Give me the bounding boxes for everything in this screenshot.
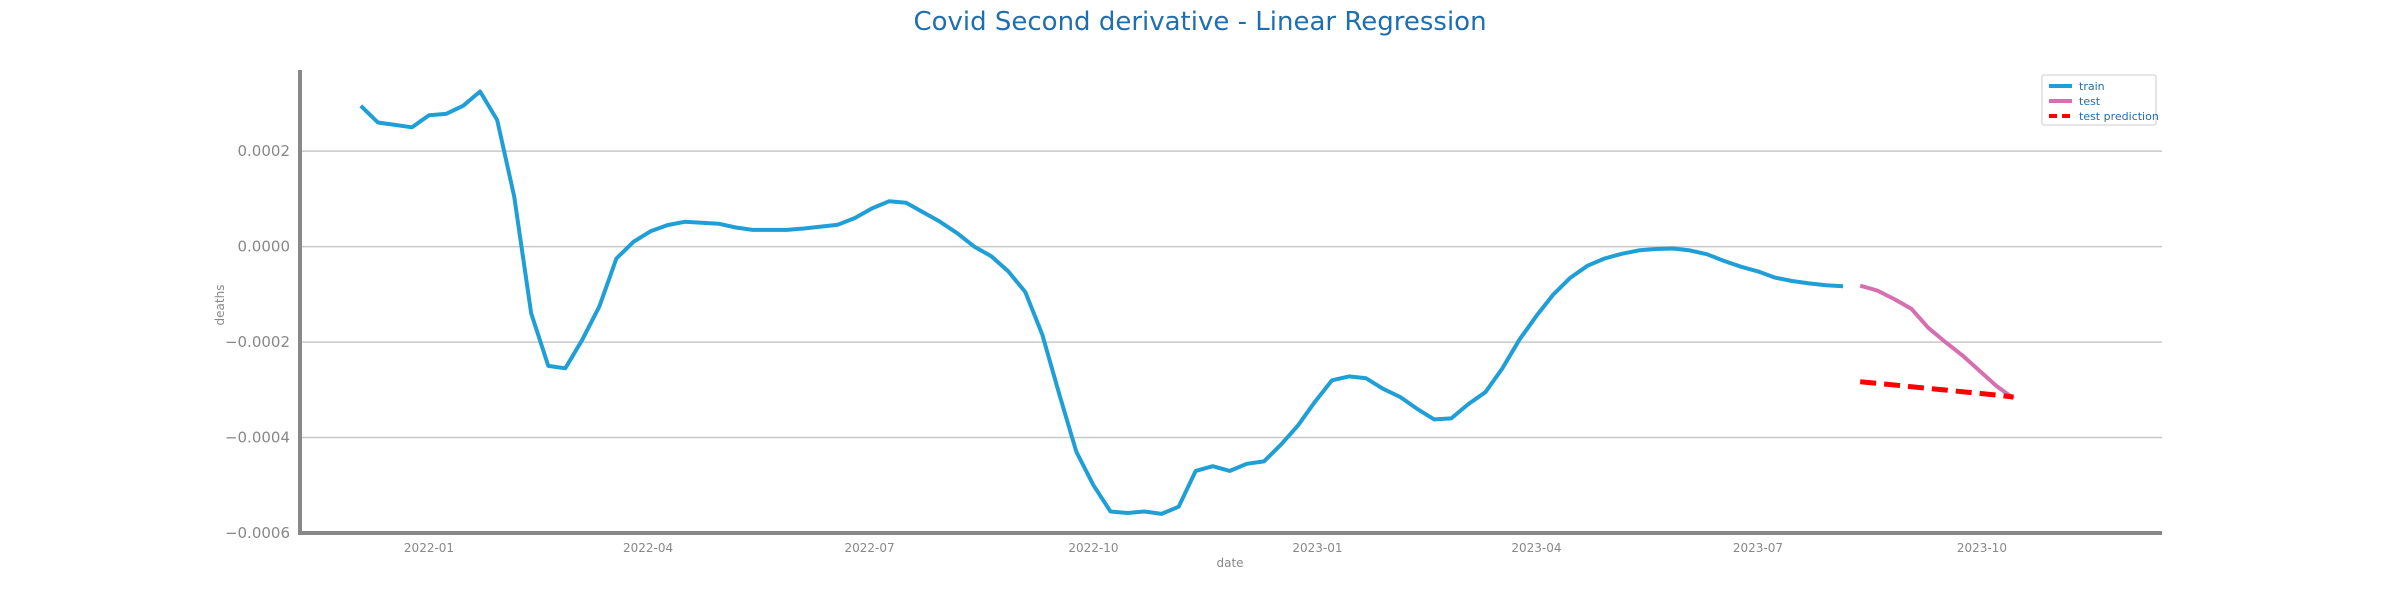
series-layer bbox=[359, 89, 2015, 516]
legend-label-test: test bbox=[2079, 95, 2101, 108]
legend-label-test-prediction: test prediction bbox=[2079, 110, 2159, 123]
series-line-test bbox=[1859, 283, 2015, 401]
series-line-train bbox=[359, 89, 1844, 516]
x-tick-label: 2022-04 bbox=[623, 541, 673, 555]
legend: train test test prediction bbox=[2041, 74, 2159, 126]
grid-layer bbox=[300, 150, 2162, 439]
legend-label-train: train bbox=[2079, 80, 2105, 93]
series-line-test-prediction bbox=[1859, 379, 2014, 400]
y-tick-label: −0.0006 bbox=[225, 524, 290, 542]
x-tick-label: 2022-01 bbox=[404, 541, 454, 555]
x-tick-label: 2023-07 bbox=[1733, 541, 1783, 555]
x-axis-label: date bbox=[1216, 556, 1243, 570]
chart-title: Covid Second derivative - Linear Regress… bbox=[913, 7, 1486, 37]
x-tick-label: 2023-10 bbox=[1957, 541, 2007, 555]
y-tick-label: −0.0002 bbox=[225, 333, 290, 351]
x-tick-label: 2022-10 bbox=[1068, 541, 1118, 555]
y-tick-label: 0.0000 bbox=[238, 238, 291, 256]
x-tick-label: 2022-07 bbox=[844, 541, 894, 555]
axes-layer bbox=[298, 70, 2162, 535]
ticks-layer: 0.0002 0.0000 −0.0002 −0.0004 −0.0006 2022-01… bbox=[225, 142, 2007, 555]
y-tick-label: −0.0004 bbox=[225, 429, 290, 447]
y-tick-label: 0.0002 bbox=[238, 142, 291, 160]
x-tick-label: 2023-04 bbox=[1511, 541, 1561, 555]
x-tick-label: 2023-01 bbox=[1292, 541, 1342, 555]
y-axis-label: deaths bbox=[213, 285, 227, 326]
